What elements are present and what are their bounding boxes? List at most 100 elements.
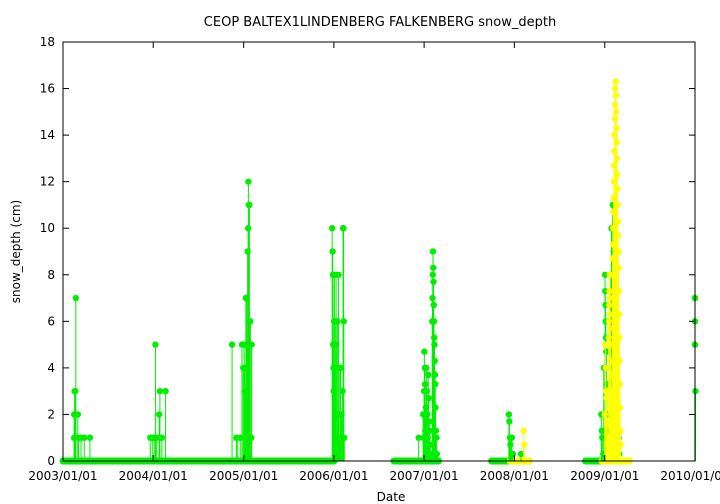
data-point [614,218,622,225]
data-point [423,364,430,372]
data-point [613,124,620,132]
chart-title: CEOP BALTEX1LINDENBERG FALKENBERG snow_d… [204,15,556,30]
data-point [614,185,621,192]
data-point [608,371,615,379]
data-point [610,162,618,169]
data-point [520,427,527,434]
data-point [604,434,611,441]
data-point [433,434,440,441]
data-point [505,411,513,418]
data-point [155,411,163,418]
data-point [241,364,248,372]
data-point [244,248,251,255]
data-point [431,334,438,341]
data-point [248,341,255,348]
data-point [598,427,606,434]
data-point [340,225,347,232]
data-point [602,341,609,348]
data-point [423,387,431,395]
data-point [616,404,624,411]
data-point [609,271,616,278]
data-point [337,364,344,372]
data-point [607,341,614,348]
data-point [611,131,618,139]
data-point [158,434,166,441]
data-point [421,380,429,388]
data-point [507,441,514,448]
data-point [605,318,613,325]
data-point [430,301,437,309]
y-tick-label: 8 [47,268,55,282]
x-tick-label: 2006/01/01 [299,469,368,483]
data-point [602,364,609,372]
data-point [156,387,164,395]
data-point [616,380,624,388]
data-point [415,434,422,441]
data-point [433,450,441,458]
data-point [328,225,336,232]
y-tick-label: 6 [47,314,55,328]
data-point [601,271,609,278]
data-point [426,427,433,434]
data-point [608,404,615,411]
x-tick-label: 2009/01/01 [570,469,639,483]
data-point [428,450,435,458]
data-point [244,225,252,232]
y-tick-label: 18 [40,35,55,49]
data-point [612,92,620,99]
data-point [432,427,440,434]
x-tick-label: 2010/01/01 [660,469,720,483]
data-point [603,394,610,402]
data-point [605,334,612,341]
data-point [612,85,619,92]
data-point [506,418,513,425]
data-point [601,411,608,418]
data-point [617,441,624,448]
plot-area [59,78,699,465]
data-point [331,364,339,372]
data-point [340,318,347,325]
y-tick-label: 12 [40,175,55,189]
data-point [430,264,437,271]
data-point [615,287,623,295]
data-point [425,371,432,379]
data-point [430,318,438,325]
data-point [430,278,437,285]
x-tick-label: 2005/01/01 [209,469,278,483]
data-point [429,271,436,278]
data-point [610,208,617,216]
data-point [607,325,614,332]
data-point [611,148,618,155]
data-point [612,108,620,116]
x-tick-label: 2004/01/01 [119,469,188,483]
data-point [426,418,433,425]
data-point [162,387,169,395]
data-point [608,418,616,425]
data-point [609,225,617,232]
data-point [72,294,80,302]
y-tick-label: 10 [40,221,55,235]
data-point [421,348,428,355]
data-point [432,404,439,411]
data-point [615,311,623,318]
data-point [72,387,79,395]
data-point [610,194,617,202]
data-point [341,434,348,441]
data-point [338,411,345,418]
data-point [152,341,159,348]
data-point [613,138,620,146]
data-point [608,387,615,395]
data-point [611,115,619,123]
data-point [508,434,516,441]
data-point [422,427,429,434]
data-point [611,101,619,109]
data-point [614,201,621,209]
data-point [613,171,621,178]
data-point [615,264,622,271]
data-point [607,311,614,318]
data-point [81,434,88,441]
data-point [612,78,619,85]
data-point [609,255,616,262]
data-point [517,450,525,458]
